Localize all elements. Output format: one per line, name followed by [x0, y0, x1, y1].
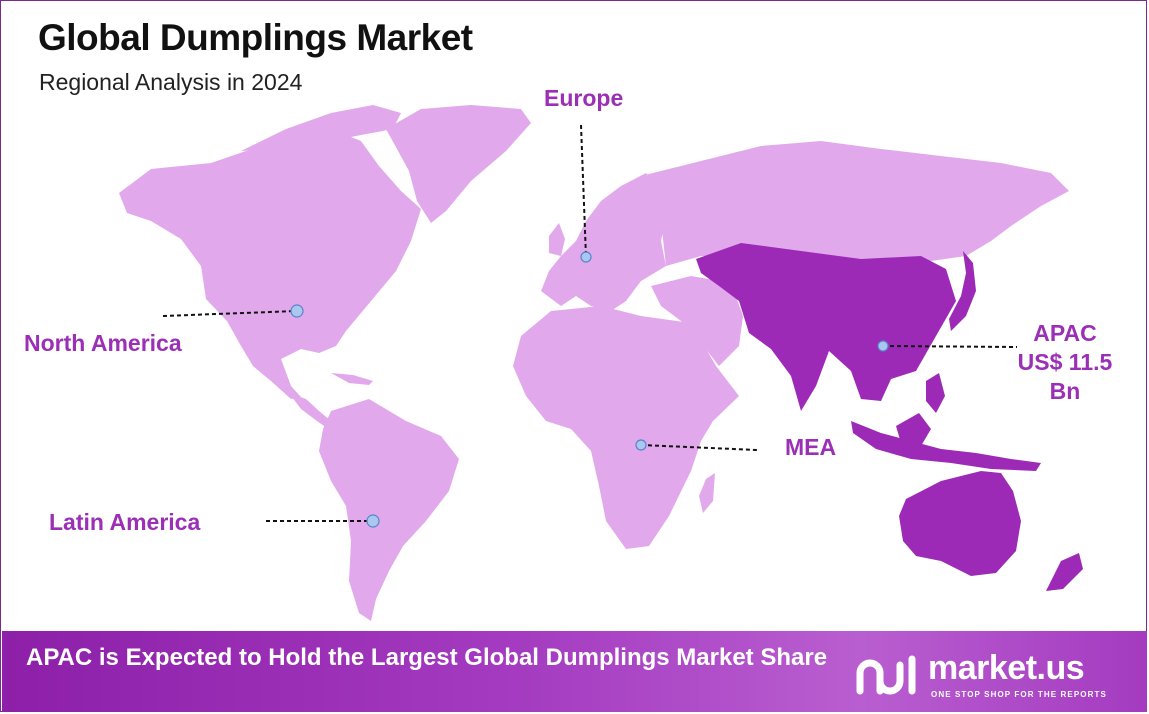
- north-america-leader: [162, 310, 298, 317]
- brand-tagline: ONE STOP SHOP FOR THE REPORTS: [931, 690, 1107, 699]
- uk-land: [549, 223, 565, 256]
- north-america-marker: [290, 304, 304, 318]
- russia-land: [641, 141, 1069, 266]
- arctic-islands-land: [241, 105, 401, 151]
- indonesia-land: [851, 421, 1041, 471]
- north-america-land: [119, 133, 421, 399]
- apac-name: APAC: [1033, 320, 1097, 346]
- europe-label: Europe: [544, 85, 624, 111]
- europe-land: [541, 173, 666, 311]
- mea-marker: [635, 439, 647, 451]
- apac-leader: [882, 345, 1018, 348]
- page-subtitle: Regional Analysis in 2024: [39, 69, 303, 95]
- madagascar-land: [699, 473, 715, 513]
- page-title: Global Dumplings Market: [38, 17, 473, 58]
- footer-banner: APAC is Expected to Hold the Largest Glo…: [2, 631, 1147, 712]
- australia-land: [899, 471, 1021, 576]
- greenland-land: [386, 105, 531, 223]
- apac-unit: Bn: [1049, 378, 1081, 404]
- middle-east-land: [651, 276, 743, 366]
- brand-name: market.us: [928, 649, 1085, 687]
- apac-mainland-land: [696, 243, 956, 411]
- europe-leader: [580, 124, 587, 258]
- north-america-label: North America: [24, 330, 182, 356]
- footer-headline: APAC is Expected to Hold the Largest Glo…: [26, 644, 828, 671]
- apac-value: US$ 11.5: [1017, 349, 1113, 375]
- caribbean-land: [331, 373, 373, 385]
- philippines-land: [926, 373, 945, 413]
- apac-marker: [877, 340, 889, 352]
- mea-leader: [640, 444, 758, 451]
- mea-label: MEA: [785, 434, 837, 460]
- location-markers: [290, 251, 889, 528]
- japan-land: [949, 251, 976, 331]
- africa-land: [513, 306, 739, 549]
- leader-lines: [162, 124, 1018, 522]
- south-america-land: [319, 399, 459, 621]
- new-zealand-land: [1046, 553, 1083, 591]
- brand-mark-icon: [856, 655, 916, 695]
- world-map: [119, 105, 1083, 621]
- latin-america-label: Latin America: [49, 509, 201, 535]
- latin-america-marker: [366, 514, 380, 528]
- brand-logo: market.us ONE STOP SHOP FOR THE REPORTS: [854, 649, 1124, 699]
- apac-callout: APAC US$ 11.5 Bn: [1005, 319, 1125, 406]
- borneo-land: [896, 413, 931, 446]
- europe-marker: [580, 251, 592, 263]
